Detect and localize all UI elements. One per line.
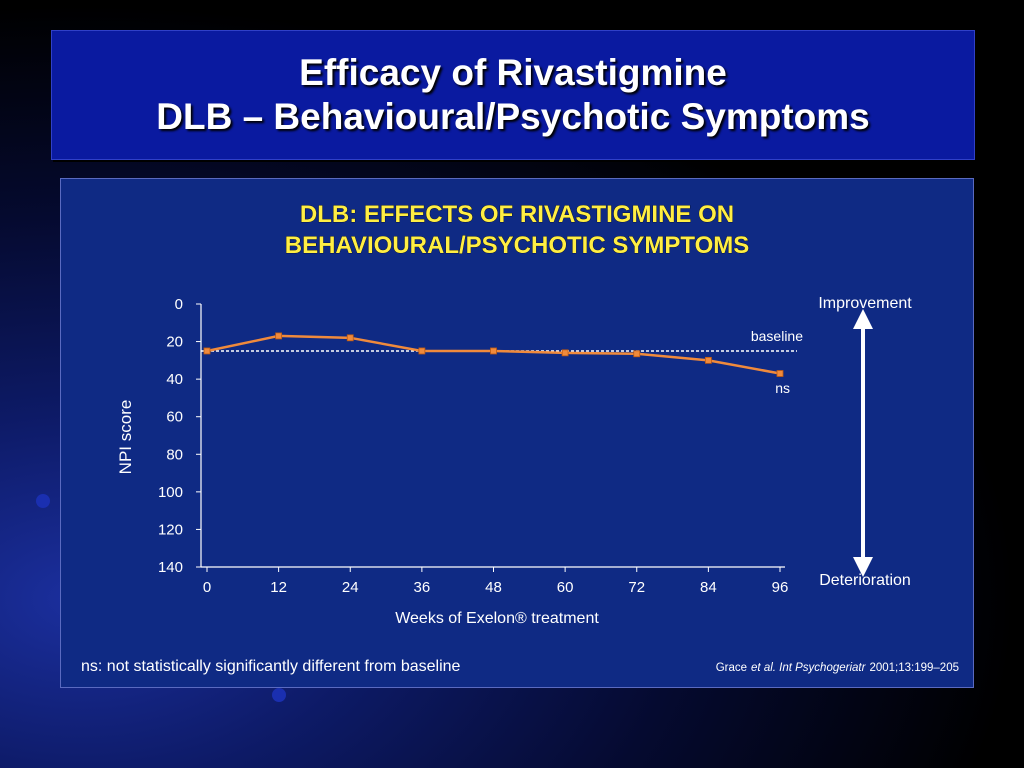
x-tick-label: 48 xyxy=(485,579,502,596)
slide-title-line-2: DLB – Behavioural/Psychotic Symptoms xyxy=(156,96,870,137)
data-point xyxy=(490,347,497,355)
chart-title-line-2: BEHAVIOURAL/PSYCHOTIC SYMPTOMS xyxy=(285,232,749,259)
slide-title: Efficacy of Rivastigmine DLB – Behaviour… xyxy=(51,30,975,160)
chart-axes xyxy=(200,304,785,568)
x-tick-label: 12 xyxy=(270,579,287,596)
data-point xyxy=(633,350,641,358)
series-line xyxy=(206,334,781,375)
y-tick-label: 60 xyxy=(166,409,183,426)
reference: Grace et al. Int Psychogeriatr 2001;13:199… xyxy=(716,662,959,674)
decorative-dot xyxy=(36,494,50,508)
x-axis-label: Weeks of Exelon® treatment xyxy=(395,610,599,627)
x-tick-label: 84 xyxy=(700,579,717,596)
y-tick-label: 40 xyxy=(166,371,183,388)
y-tick-label: 80 xyxy=(166,446,183,463)
npi-line-chart: DLB: EFFECTS OF RIVASTIGMINE ON BEHAVIOU… xyxy=(81,201,959,675)
data-point xyxy=(346,334,354,342)
data-point xyxy=(704,356,712,364)
data-point xyxy=(418,347,426,355)
data-point xyxy=(776,370,784,377)
reference-author: Grace xyxy=(716,662,747,674)
data-point xyxy=(275,332,283,340)
deterioration-label: Deterioration xyxy=(819,572,911,589)
y-tick-label: 120 xyxy=(158,521,183,538)
ns-annotation: ns xyxy=(775,380,790,396)
chart-panel: DLB: EFFECTS OF RIVASTIGMINE ON BEHAVIOU… xyxy=(60,178,974,688)
x-tick-label: 24 xyxy=(342,579,359,596)
y-tick-label: 0 xyxy=(175,296,183,313)
data-point xyxy=(561,349,569,357)
y-axis-label: NPI score xyxy=(116,400,135,475)
slide-title-line-1: Efficacy of Rivastigmine xyxy=(299,52,727,93)
baseline-annotation: baseline xyxy=(751,328,803,344)
y-tick-label: 140 xyxy=(158,559,183,576)
x-tick-label: 0 xyxy=(203,579,211,596)
x-tick-label: 36 xyxy=(414,579,431,596)
improvement-label: Improvement xyxy=(818,295,912,312)
reference-detail: 2001;13:199–205 xyxy=(869,662,959,674)
x-tick-label: 60 xyxy=(557,579,574,596)
decorative-dot xyxy=(272,688,286,702)
x-tick-label: 96 xyxy=(772,579,789,596)
reference-etal: et al. Int Psychogeriatr xyxy=(751,662,867,674)
footnote: ns: not statistically significantly diff… xyxy=(81,658,461,675)
y-tick-label: 20 xyxy=(166,334,183,351)
x-tick-label: 72 xyxy=(628,579,645,596)
data-point xyxy=(203,347,211,355)
y-tick-label: 100 xyxy=(158,484,183,501)
chart-title-line-1: DLB: EFFECTS OF RIVASTIGMINE ON xyxy=(300,201,734,228)
